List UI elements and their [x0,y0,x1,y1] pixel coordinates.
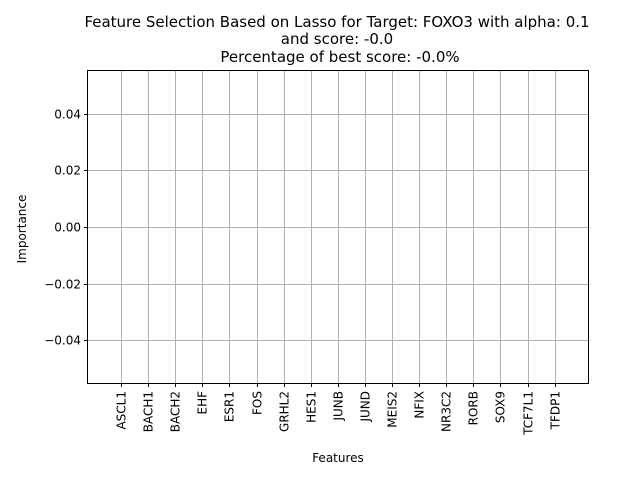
x-tick-label: FOS [251,391,265,415]
x-tick-label: NR3C2 [440,391,454,432]
chart-title: Feature Selection Based on Lasso for Tar… [84,13,589,66]
x-tick-label: ESR1 [223,391,237,422]
y-tick-label: 0.02 [54,164,81,178]
y-tick-label: 0.00 [54,221,81,235]
x-axis-label: Features [312,451,364,465]
x-tick-label: ASCL1 [115,391,129,430]
x-tick-label: BACH1 [142,391,156,432]
x-tick-label: JUND [359,391,373,423]
x-tick-label: GRHL2 [278,391,292,432]
x-tick-label: SOX9 [494,391,508,423]
x-tick-label: BACH2 [169,391,183,432]
x-axis-ticks: ASCL1 BACH1 BACH2 EHF ESR1 FOS GRHL2 HES1 JUNB JU… [115,383,563,436]
y-axis-label: Importance [15,195,29,264]
x-tick-label: TCF7L1 [522,391,536,436]
y-tick-label: −0.02 [44,278,81,292]
x-tick-label: HES1 [305,391,319,423]
x-tick-label: RORB [467,391,481,425]
y-axis-ticks: −0.04 −0.02 0.00 0.02 0.04 [44,108,88,348]
x-tick-label: JUNB [332,391,346,422]
title-line-1: Feature Selection Based on Lasso for Tar… [84,13,589,31]
grid-lines [88,71,588,383]
x-tick-label: EHF [196,391,210,415]
x-tick-label: MEIS2 [386,391,400,428]
x-tick-label: NFIX [413,391,427,419]
title-line-3: Percentage of best score: -0.0% [220,48,459,66]
x-tick-label: TFDP1 [549,391,563,430]
y-tick-label: −0.04 [44,334,81,348]
title-line-2: and score: -0.0 [281,30,393,48]
y-tick-label: 0.04 [54,108,81,122]
